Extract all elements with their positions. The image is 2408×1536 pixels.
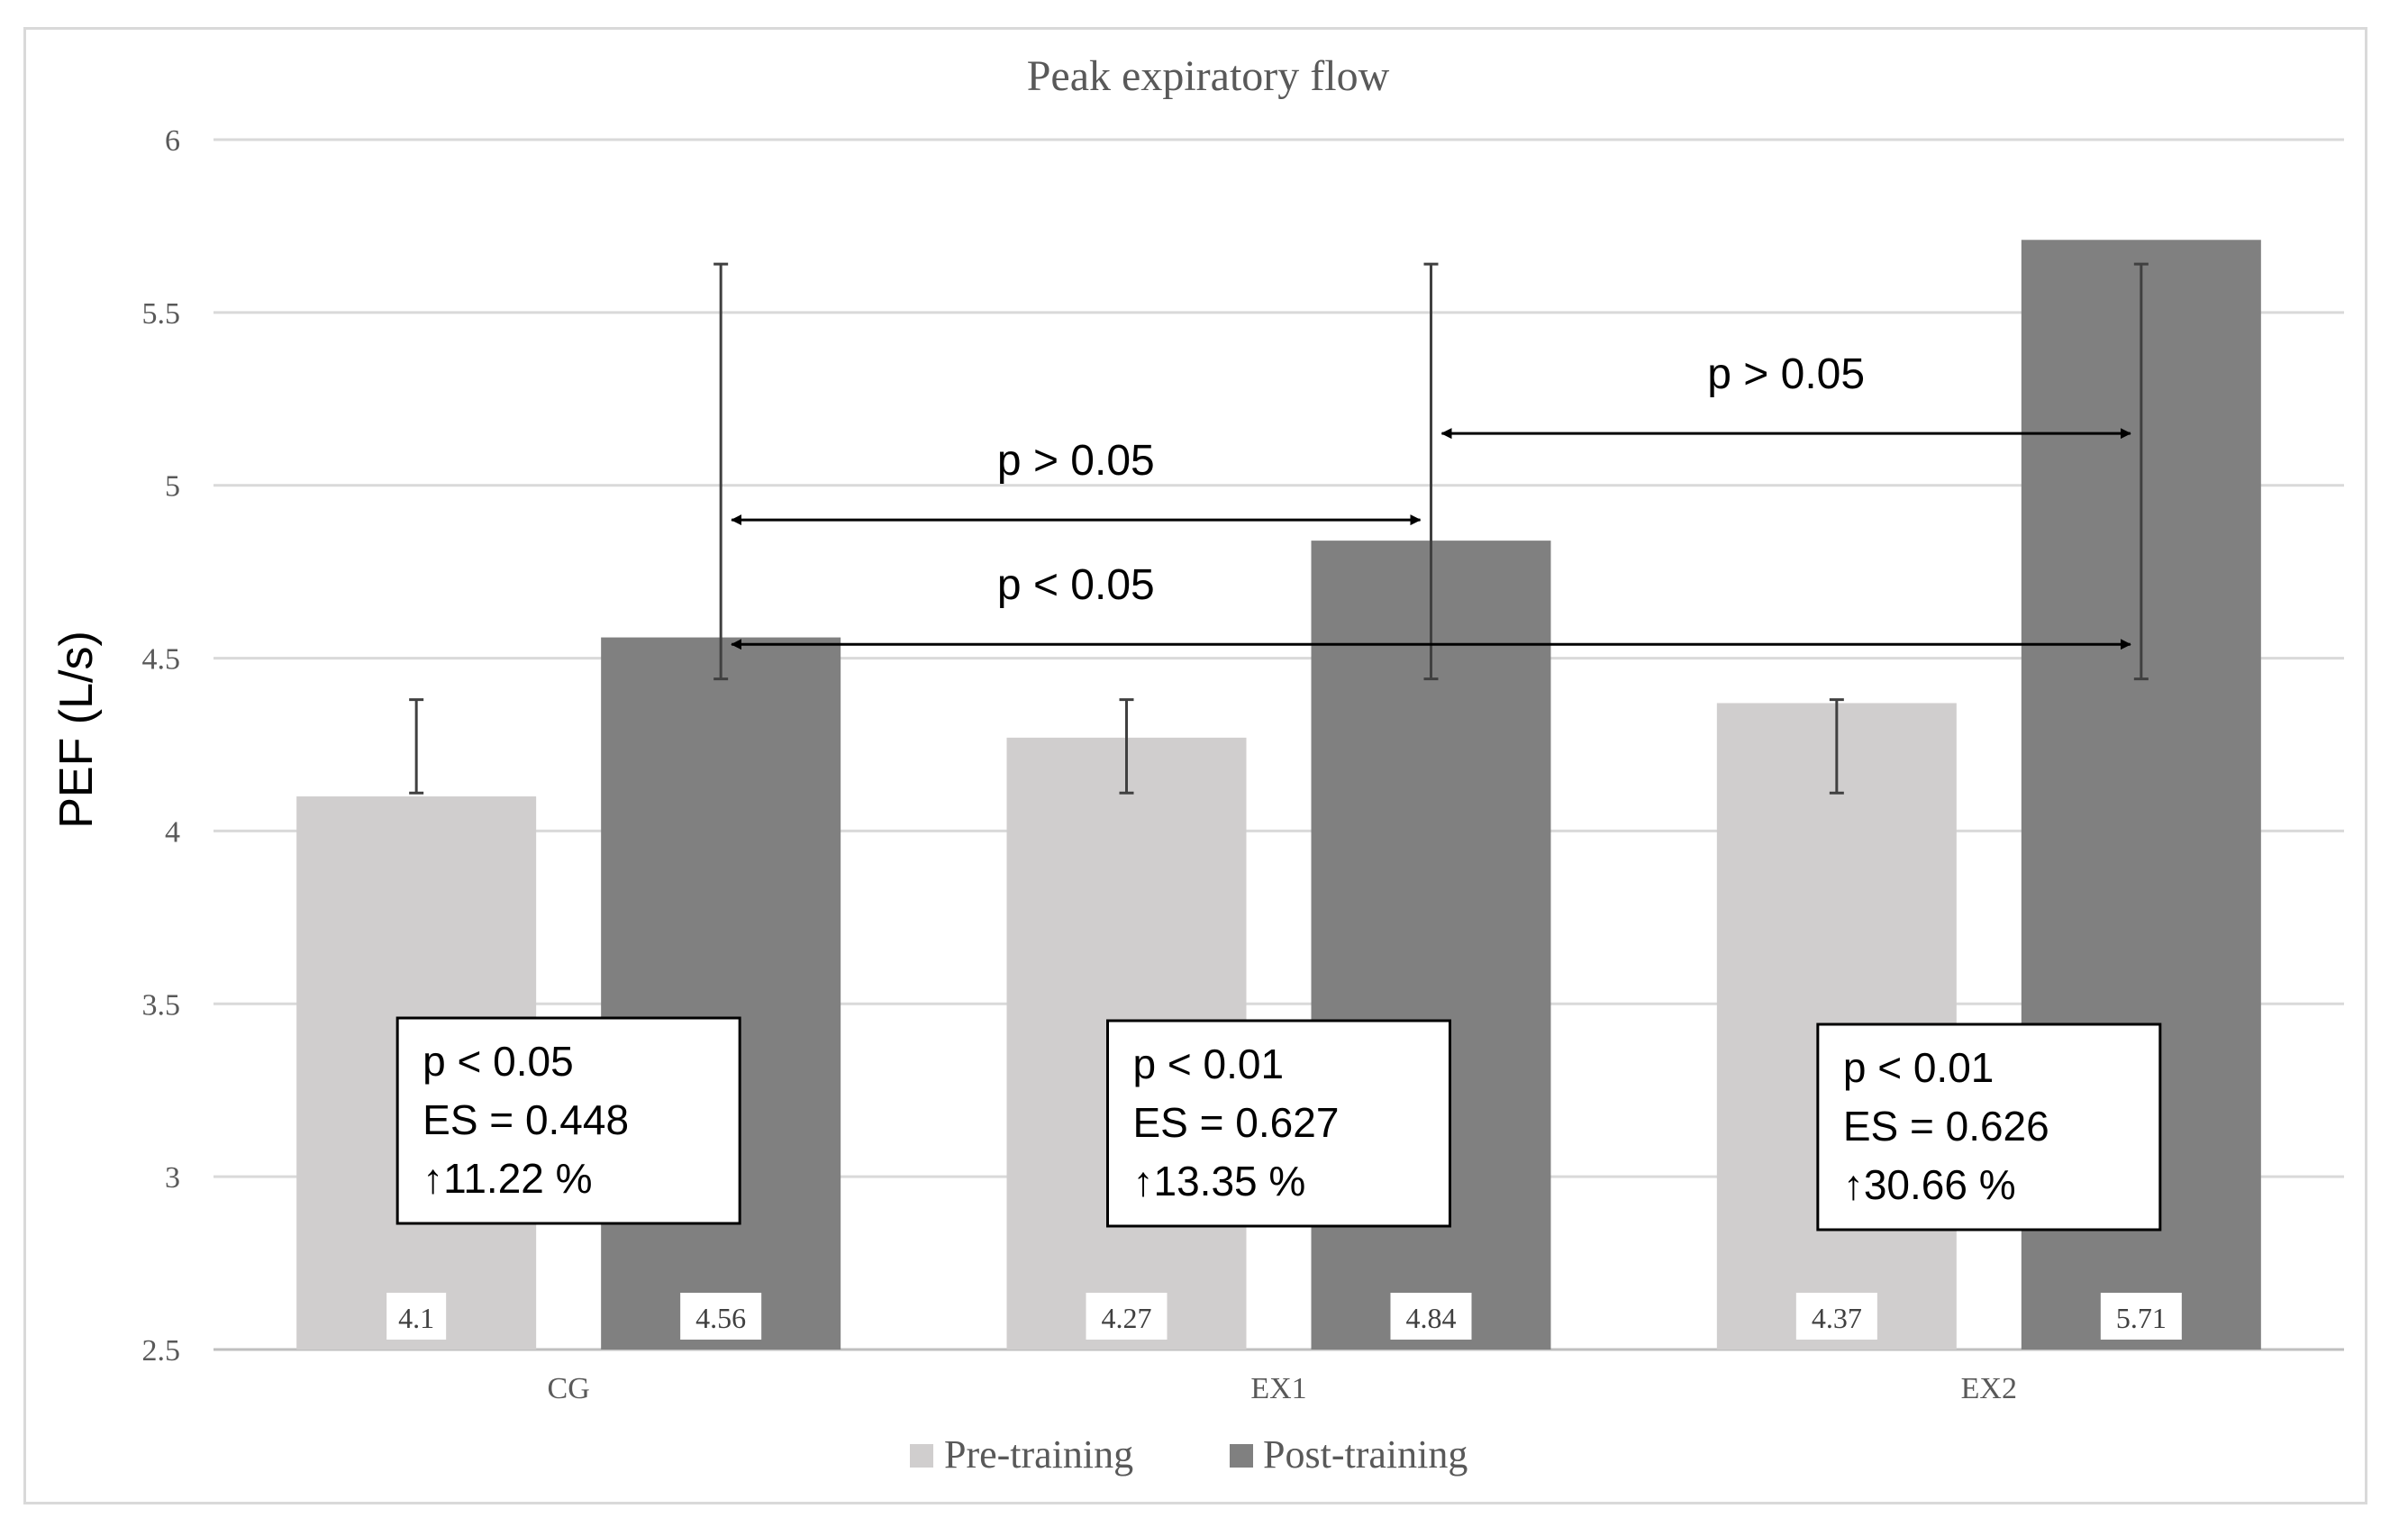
value-label: 4.27	[1102, 1302, 1152, 1334]
legend-label: Post-training	[1263, 1432, 1468, 1477]
legend-label: Pre-training	[944, 1432, 1133, 1477]
stat-box-line: ES = 0.626	[1843, 1103, 2049, 1150]
stat-box-line: ↑30.66 %	[1843, 1161, 2016, 1208]
x-tick-label: EX1	[1250, 1372, 1306, 1405]
error-bar-pre-training-ex2	[1829, 698, 1844, 795]
y-tick-label: 5	[165, 470, 180, 504]
value-label: 4.37	[1812, 1302, 1862, 1334]
value-label-box	[1795, 1293, 1877, 1340]
error-bar-pre-training-ex1	[1119, 698, 1134, 795]
legend-item-pre-training: Pre-training	[910, 1432, 1133, 1477]
stat-box-line: ES = 0.448	[423, 1096, 629, 1143]
y-tick-label: 2.5	[142, 1334, 181, 1368]
value-label-box	[1390, 1293, 1472, 1340]
x-tick-label: CG	[548, 1372, 590, 1405]
comparison-label: p > 0.05	[997, 437, 1155, 485]
y-tick-label: 3.5	[142, 988, 181, 1022]
error-bar-post-training-ex2	[2133, 262, 2149, 681]
y-axis-label: PEF (L/s)	[50, 631, 103, 829]
stat-box-line: p < 0.01	[1133, 1041, 1285, 1087]
stat-box-frame	[1816, 1022, 2162, 1232]
stat-box-cg: p < 0.05 ES = 0.448 ↑11.22 %	[395, 1016, 741, 1225]
comparison-cg-ex2: p < 0.05	[731, 561, 2131, 650]
x-tick-labels: CG EX1 EX2	[548, 1372, 2017, 1405]
comparison-cg-ex1: p > 0.05	[731, 437, 1422, 526]
legend-swatch	[910, 1444, 933, 1468]
value-label: 4.56	[695, 1302, 746, 1334]
y-tick-label: 6	[165, 124, 180, 158]
stat-boxes: p < 0.05 ES = 0.448 ↑11.22 % p < 0.01 ES = 0…	[395, 1016, 2162, 1232]
error-bar-post-training-ex1	[1423, 262, 1439, 681]
comparison-label: p < 0.05	[997, 561, 1155, 609]
y-tick-label: 5.5	[142, 297, 181, 331]
comparison-ex1-ex2: p > 0.05	[1440, 350, 2131, 440]
stat-box-line: ↑11.22 %	[423, 1155, 592, 1202]
value-label: 4.1	[398, 1302, 434, 1334]
error-bar-post-training-cg	[713, 262, 729, 681]
chart-title: Peak expiratory flow	[1027, 52, 1390, 100]
stat-box-line: p < 0.01	[1843, 1044, 1995, 1091]
value-label: 5.71	[2116, 1302, 2167, 1334]
y-tick-labels: 2.5 3 3.5 4 4.5 5 5.5 6	[142, 124, 181, 1368]
value-label-box	[1086, 1293, 1168, 1340]
legend-swatch	[1230, 1444, 1253, 1468]
stat-box-ex1: p < 0.01 ES = 0.627 ↑13.35 %	[1106, 1019, 1451, 1228]
bar-post-training-cg	[601, 637, 841, 1350]
value-labels: 4.1 4.27 4.37 4.56 4.84 5.71	[386, 1293, 2182, 1340]
legend-item-post-training: Post-training	[1230, 1432, 1468, 1477]
value-label-box	[2100, 1293, 2182, 1340]
comparison-arrows: p > 0.05 p > 0.05 p < 0.05	[731, 350, 2131, 650]
y-tick-label: 4.5	[142, 643, 181, 677]
y-tick-label: 3	[165, 1161, 180, 1195]
value-label-box	[680, 1293, 762, 1340]
value-label-box	[386, 1293, 447, 1340]
stat-box-line: p < 0.05	[423, 1038, 574, 1085]
error-bars	[409, 262, 2149, 795]
comparison-label: p > 0.05	[1707, 350, 1865, 398]
stat-box-frame	[395, 1016, 741, 1225]
y-tick-label: 4	[165, 815, 180, 849]
stat-box-line: ES = 0.627	[1133, 1099, 1340, 1146]
error-bar-pre-training-cg	[409, 698, 424, 795]
legend: Pre-training Post-training	[910, 1432, 1468, 1477]
x-tick-label: EX2	[1961, 1372, 2017, 1405]
stat-box-frame	[1106, 1019, 1451, 1228]
stat-box-ex2: p < 0.01 ES = 0.626 ↑30.66 %	[1816, 1022, 2162, 1232]
stat-box-line: ↑13.35 %	[1133, 1158, 1306, 1204]
value-label: 4.84	[1406, 1302, 1457, 1334]
